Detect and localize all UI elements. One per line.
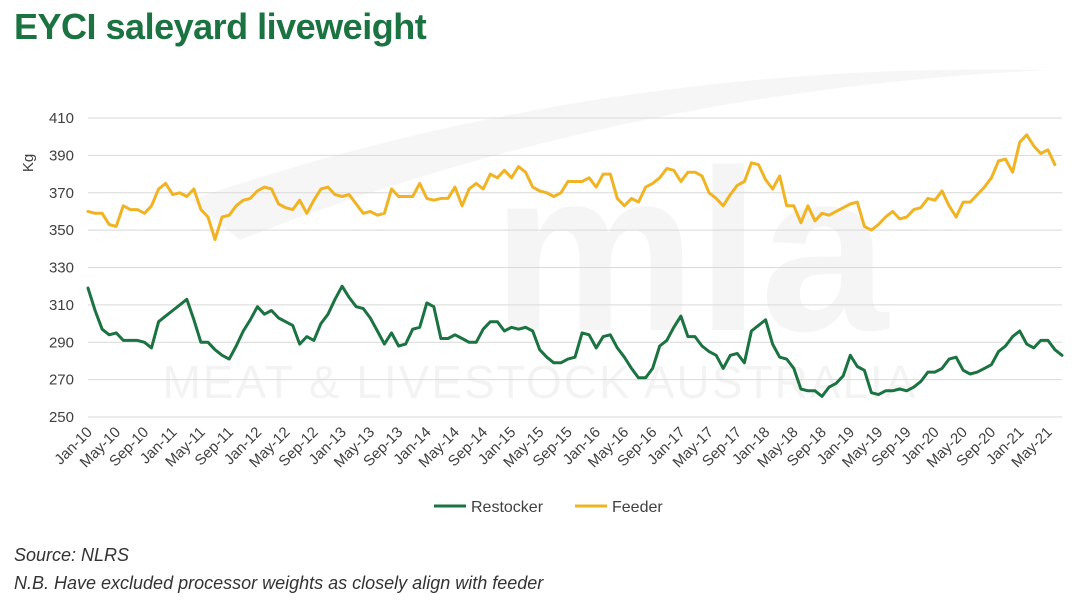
x-axis-ticks: Jan-10May-10Sep-10Jan-11May-11Sep-11Jan-… [51, 424, 1055, 471]
series-lines [86, 133, 1064, 398]
legend-label-feeder: Feeder [612, 499, 663, 516]
y-tick-label: 390 [49, 147, 74, 164]
y-tick-label: 290 [49, 334, 74, 351]
y-tick-label: 410 [49, 110, 74, 127]
nb-note: N.B. Have excluded processor weights as … [14, 573, 544, 593]
watermark-text: MEAT & LIVESTOCK AUSTRALIA [162, 356, 917, 408]
gridlines [88, 117, 1062, 418]
y-tick-label: 330 [49, 260, 74, 277]
legend-label-restocker: Restocker [471, 499, 544, 516]
legend: Restocker Feeder [434, 499, 663, 516]
watermark-logo-text: mla [492, 122, 890, 379]
chart-title: EYCI saleyard liveweight [14, 6, 427, 47]
y-tick-label: 350 [49, 222, 74, 239]
y-tick-label: 270 [49, 372, 74, 389]
mla-watermark: mla MEAT & LIVESTOCK AUSTRALIA [162, 122, 917, 408]
y-axis-ticks: 250 270 290 310 330 350 370 390 410 [49, 110, 74, 426]
y-tick-label: 250 [49, 409, 74, 426]
series-line-restocker [86, 284, 1064, 398]
y-axis-label: Kg [20, 154, 37, 172]
series-line-feeder [86, 133, 1057, 241]
y-tick-label: 370 [49, 185, 74, 202]
y-tick-label: 310 [49, 297, 74, 314]
source-note: Source: NLRS [14, 545, 130, 565]
